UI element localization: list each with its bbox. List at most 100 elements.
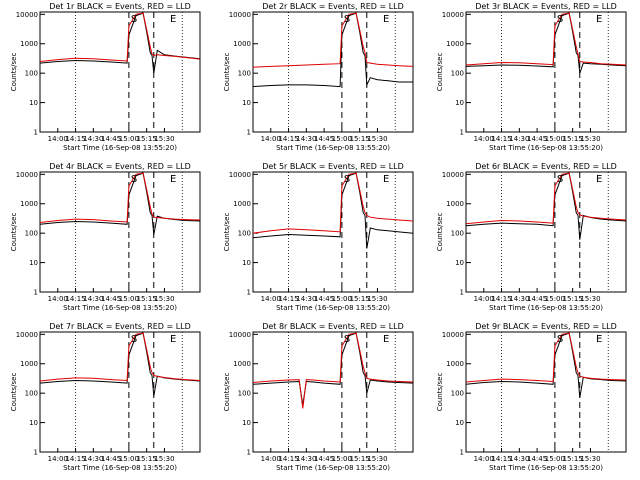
y-tick-label: 10: [29, 99, 38, 107]
x-axis-label: Start Time (16-Sep-08 13:55:20): [63, 304, 177, 312]
x-tick-label: 15:00: [545, 295, 565, 303]
y-tick-label: 100: [25, 390, 38, 398]
x-tick-label: 14:00: [474, 135, 494, 143]
x-tick-label: 15:00: [119, 455, 139, 463]
y-tick-label: 1000: [20, 360, 38, 368]
chart-svg: Det 3r BLACK = Events, RED = LLD 1 10 100 10…: [436, 2, 627, 152]
region-marker-e: E: [596, 14, 602, 25]
region-marker-s: S: [131, 14, 137, 25]
series-line-lld: [465, 12, 627, 66]
y-tick-label: 1000: [233, 40, 251, 48]
x-tick-label: 14:00: [261, 455, 281, 463]
plot-frame: [39, 331, 201, 453]
x-tick-label: 14:30: [83, 295, 103, 303]
plot-frame: [465, 11, 627, 133]
x-tick-label: 15:15: [137, 135, 157, 143]
y-tick-label: 100: [25, 230, 38, 238]
x-tick-label: 14:00: [474, 455, 494, 463]
y-tick-label: 1000: [233, 200, 251, 208]
chart-panel-det-5r: Det 5r BLACK = Events, RED = LLD 1 10 100 10…: [213, 160, 426, 320]
series-line-lld: [252, 332, 414, 409]
region-marker-s: S: [557, 334, 563, 345]
region-marker-s: S: [131, 334, 137, 345]
y-tick-label: 10000: [16, 11, 38, 19]
chart-svg: Det 8r BLACK = Events, RED = LLD 1 10 100 10…: [223, 322, 414, 472]
x-tick-label: 14:00: [474, 295, 494, 303]
y-tick-label: 10000: [16, 331, 38, 339]
y-axis-label: Counts/sec: [10, 373, 18, 412]
x-tick-label: 14:00: [48, 135, 68, 143]
x-axis-label: Start Time (16-Sep-08 13:55:20): [489, 304, 603, 312]
y-tick-label: 100: [238, 230, 251, 238]
x-tick-label: 14:15: [278, 295, 298, 303]
chart-svg: Det 9r BLACK = Events, RED = LLD 1 10 100 10…: [436, 322, 627, 472]
plot-frame: [39, 171, 201, 293]
x-axis-label: Start Time (16-Sep-08 13:55:20): [276, 144, 390, 152]
y-tick-label: 1: [247, 289, 251, 297]
chart-title: Det 9r BLACK = Events, RED = LLD: [475, 322, 617, 331]
x-axis-label: Start Time (16-Sep-08 13:55:20): [489, 464, 603, 472]
chart-svg: Det 1r BLACK = Events, RED = LLD 1 10 100 10…: [10, 2, 201, 152]
chart-svg: Det 6r BLACK = Events, RED = LLD 1 10 100 10…: [436, 162, 627, 312]
x-tick-label: 14:15: [278, 135, 298, 143]
region-marker-e: E: [170, 174, 176, 185]
chart-title: Det 5r BLACK = Events, RED = LLD: [262, 162, 404, 171]
plot-frame: [252, 11, 414, 133]
chart-panel-det-9r: Det 9r BLACK = Events, RED = LLD 1 10 100 10…: [426, 320, 639, 480]
x-tick-label: 14:30: [296, 455, 316, 463]
y-tick-label: 10: [242, 419, 251, 427]
region-marker-s: S: [131, 174, 137, 185]
x-tick-label: 15:15: [137, 455, 157, 463]
region-marker-s: S: [344, 174, 350, 185]
x-tick-label: 15:30: [367, 455, 387, 463]
series-line-lld: [252, 12, 414, 68]
x-tick-label: 15:00: [545, 135, 565, 143]
y-tick-label: 1: [460, 129, 464, 137]
x-tick-label: 14:45: [314, 295, 334, 303]
region-marker-e: E: [383, 174, 389, 185]
region-marker-e: E: [596, 174, 602, 185]
y-axis-label: Counts/sec: [436, 373, 444, 412]
x-tick-label: 15:15: [563, 455, 583, 463]
region-marker-s: S: [557, 14, 563, 25]
chart-panel-det-8r: Det 8r BLACK = Events, RED = LLD 1 10 100 10…: [213, 320, 426, 480]
plot-frame: [252, 171, 414, 293]
y-tick-label: 1000: [233, 360, 251, 368]
plot-frame: [465, 331, 627, 453]
x-tick-label: 14:45: [101, 455, 121, 463]
y-axis-label: Counts/sec: [10, 213, 18, 252]
y-axis-label: Counts/sec: [223, 373, 231, 412]
y-tick-label: 1000: [20, 40, 38, 48]
x-tick-label: 14:15: [491, 455, 511, 463]
y-tick-label: 1: [34, 449, 38, 457]
x-tick-label: 15:15: [350, 135, 370, 143]
x-tick-label: 15:30: [154, 295, 174, 303]
x-tick-label: 15:00: [332, 455, 352, 463]
x-tick-label: 14:15: [491, 135, 511, 143]
chart-svg: Det 4r BLACK = Events, RED = LLD 1 10 100 10…: [10, 162, 201, 312]
plot-frame: [252, 331, 414, 453]
chart-title: Det 3r BLACK = Events, RED = LLD: [475, 2, 617, 11]
x-tick-label: 14:45: [314, 135, 334, 143]
y-tick-label: 10000: [16, 171, 38, 179]
chart-svg: Det 2r BLACK = Events, RED = LLD 1 10 100 10…: [223, 2, 414, 152]
x-tick-label: 14:15: [491, 295, 511, 303]
region-marker-s: S: [557, 174, 563, 185]
x-tick-label: 15:15: [137, 295, 157, 303]
y-tick-label: 10000: [442, 11, 464, 19]
y-tick-label: 1: [34, 129, 38, 137]
y-tick-label: 10: [242, 99, 251, 107]
x-tick-label: 15:30: [580, 295, 600, 303]
y-axis-label: Counts/sec: [223, 53, 231, 92]
x-tick-label: 15:00: [119, 135, 139, 143]
y-tick-label: 1: [247, 129, 251, 137]
series-line-lld: [39, 332, 201, 382]
series-line-lld: [39, 172, 201, 223]
series-line-lld: [465, 172, 627, 225]
chart-panel-det-6r: Det 6r BLACK = Events, RED = LLD 1 10 100 10…: [426, 160, 639, 320]
x-tick-label: 14:30: [509, 455, 529, 463]
x-tick-label: 15:00: [332, 295, 352, 303]
x-tick-label: 14:30: [296, 135, 316, 143]
x-axis-label: Start Time (16-Sep-08 13:55:20): [63, 144, 177, 152]
y-axis-label: Counts/sec: [436, 213, 444, 252]
